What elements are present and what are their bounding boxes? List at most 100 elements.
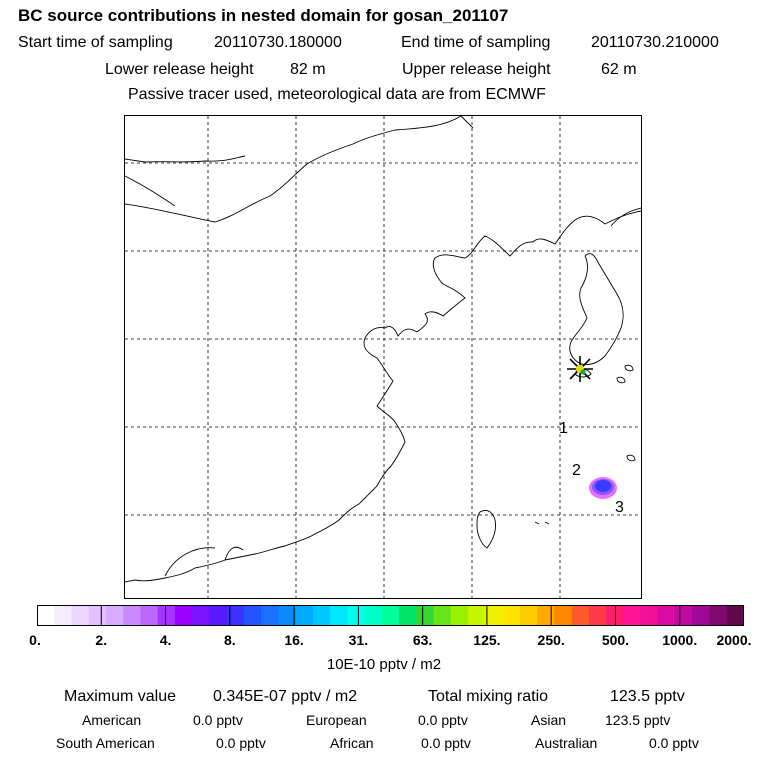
colorbar-tick-label: 1000.: [662, 632, 698, 648]
colorbar-tick-label: 250.: [537, 632, 565, 648]
coast-south-china: [125, 559, 226, 583]
max-value-label: Maximum value: [64, 688, 177, 705]
colorbar-swatch: [312, 605, 331, 626]
star-center: [580, 369, 586, 375]
colorbar-tick-label: 500.: [601, 632, 630, 648]
start-time-label: Start time of sampling: [18, 34, 173, 51]
colorbar-swatch: [640, 605, 659, 626]
colorbar-swatch: [709, 605, 728, 626]
colorbar-swatch: [399, 605, 417, 626]
colorbar-swatch: [588, 605, 607, 626]
colorbar-border: [37, 605, 744, 626]
coast-korea: [569, 253, 624, 365]
colorbar-swatch: [381, 605, 400, 626]
australian-label: Australian: [535, 735, 598, 751]
border-segment: [164, 547, 216, 577]
colorbar-tick-label: 8.: [223, 632, 236, 648]
colorbar-tick-label: 2000.: [716, 632, 752, 648]
colorbar-swatch: [261, 605, 279, 626]
colorbar-tick-label: 2.: [95, 632, 108, 648]
coast-north-china: [384, 210, 641, 337]
colorbar-swatch: [347, 605, 366, 626]
colorbar-tick-label: 125.: [473, 632, 501, 648]
european-label: European: [306, 712, 367, 728]
colorbar-tick-label: 4.: [159, 632, 172, 648]
colorbar-swatch: [623, 605, 641, 626]
colorbar-swatch: [37, 605, 55, 626]
marker-label-3: 3: [615, 499, 624, 516]
asian-label: Asian: [531, 712, 567, 728]
max-value: 0.345E-07 pptv / m2: [213, 688, 358, 705]
plume-core: [595, 480, 611, 492]
tracer-note: Passive tracer used, meteorological data…: [128, 86, 546, 103]
end-time-label: End time of sampling: [401, 34, 551, 51]
colorbar-swatch: [692, 605, 710, 626]
american-value: 0.0 pptv: [193, 712, 243, 728]
colorbar-swatch: [519, 605, 538, 626]
south-american-value: 0.0 pptv: [216, 735, 266, 751]
marker-label-1: 1: [559, 420, 568, 437]
colorbar-swatch: [537, 605, 555, 626]
colorbar: [37, 605, 744, 626]
colorbar-swatch: [364, 605, 383, 626]
colorbar-swatch: [174, 605, 193, 626]
colorbar-tick-label: 31.: [348, 632, 369, 648]
page-title: BC source contributions in nested domain…: [18, 6, 509, 25]
colorbar-swatch: [416, 605, 435, 626]
european-value: 0.0 pptv: [418, 712, 468, 728]
colorbar-swatch: [330, 605, 348, 626]
coast-russia: [610, 207, 641, 227]
coast-east-china: [224, 327, 406, 561]
colorbar-swatch: [726, 605, 744, 626]
coastlines: [125, 116, 641, 583]
american-label: American: [82, 712, 142, 728]
colorbar-swatch: [571, 605, 590, 626]
colorbar-swatch: [140, 605, 159, 626]
island-outline: [624, 364, 634, 372]
taiwan-island: [476, 509, 496, 549]
mongolia-border: [125, 116, 462, 223]
colorbar-swatch: [450, 605, 469, 626]
start-time-value: 20110730.180000: [214, 34, 342, 51]
colorbar-swatch: [88, 605, 107, 626]
colorbar-swatch: [606, 605, 624, 626]
marker-label-2: 2: [572, 462, 581, 479]
colorbar-swatch: [105, 605, 124, 626]
colorbar-swatch: [675, 605, 693, 626]
colorbar-swatch: [71, 605, 90, 626]
graticule: [125, 116, 641, 598]
colorbar-swatch: [433, 605, 452, 626]
lower-release-value: 82 m: [290, 61, 326, 78]
colorbar-swatch: [468, 605, 486, 626]
star-marker: [567, 356, 593, 382]
upper-release-value: 62 m: [601, 61, 637, 78]
colorbar-swatch: [209, 605, 228, 626]
total-mixing-label: Total mixing ratio: [428, 688, 549, 705]
border-segment: [125, 175, 176, 207]
asian-value: 123.5 pptv: [605, 712, 671, 728]
map-frame: 1 2 3: [124, 115, 642, 599]
african-value: 0.0 pptv: [421, 735, 471, 751]
border-segment: [460, 116, 474, 129]
african-label: African: [330, 735, 374, 751]
colorbar-swatch: [123, 605, 141, 626]
island-outline: [626, 454, 636, 462]
colorbar-units: 10E-10 pptv / m2: [326, 656, 442, 673]
colorbar-swatch: [657, 605, 676, 626]
south-american-label: South American: [56, 735, 155, 751]
concentration-plume: [589, 477, 617, 499]
total-mixing-value: 123.5 pptv: [610, 688, 685, 705]
border-segment: [125, 155, 246, 163]
colorbar-swatch: [243, 605, 262, 626]
map-canvas: 1 2 3: [125, 116, 641, 598]
end-time-value: 20110730.210000: [591, 34, 719, 51]
colorbar-swatch: [278, 605, 297, 626]
australian-value: 0.0 pptv: [649, 735, 699, 751]
colorbar-swatch: [295, 605, 314, 626]
colorbar-tick-label: 16.: [284, 632, 304, 648]
colorbar-swatch: [485, 605, 503, 626]
colorbar-tick-label: 0.: [29, 632, 41, 648]
colorbar-swatch: [502, 605, 521, 626]
island-outline: [616, 376, 626, 384]
upper-release-label: Upper release height: [402, 61, 551, 78]
